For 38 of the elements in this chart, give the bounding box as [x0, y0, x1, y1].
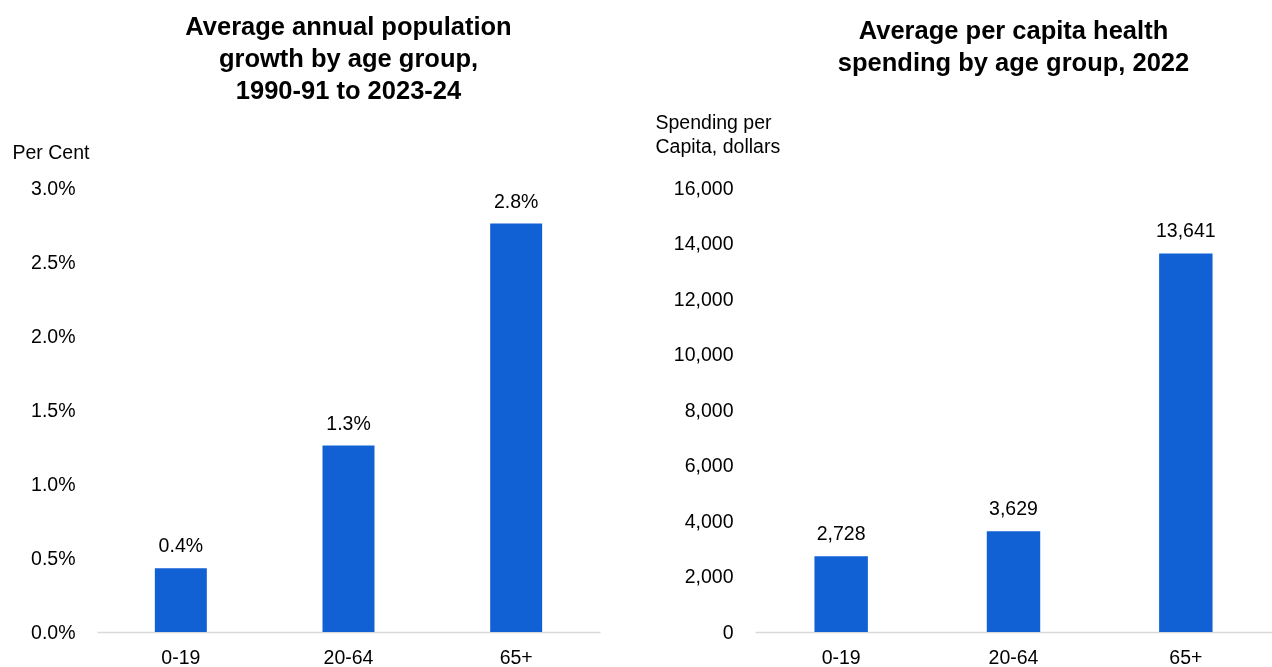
- data-label: 3,629: [989, 497, 1038, 520]
- y-tick-label: 4,000: [684, 509, 734, 532]
- y-tick-label: 6,000: [684, 454, 734, 476]
- y-tick-label: 0.0%: [31, 620, 76, 643]
- x-tick-label: 0-19: [821, 645, 861, 667]
- bar: [490, 223, 543, 632]
- y-tick-label: 2.0%: [31, 324, 76, 347]
- data-label: 13,641: [1156, 219, 1216, 242]
- y-tick-label: 0.5%: [31, 546, 76, 569]
- chart-title: Average per capita health spending by age group, 2022: [837, 15, 1190, 76]
- y-tick-label: 16,000: [673, 176, 734, 199]
- data-label: 0.4%: [158, 534, 204, 557]
- chart-title: Average annual population growth by age group, 1990-91 to 2023-24: [185, 11, 512, 104]
- bar: [814, 556, 868, 632]
- y-tick-label: 12,000: [673, 287, 734, 310]
- x-tick-label: 65+: [499, 645, 533, 667]
- x-tick-label: 20-64: [323, 645, 374, 667]
- data-label: 2,728: [816, 522, 866, 545]
- y-tick-label: 1.5%: [31, 398, 76, 421]
- y-tick-label: 2,000: [684, 565, 734, 587]
- x-tick-label: 0-19: [161, 645, 201, 667]
- y-tick-label: 14,000: [673, 232, 734, 254]
- y-tick-label: 1.0%: [31, 472, 76, 495]
- y-tick-label: 10,000: [673, 343, 734, 365]
- y-tick-label: 0: [722, 620, 734, 643]
- y-tick-label: 2.5%: [31, 250, 76, 273]
- x-tick-label: 20-64: [988, 645, 1039, 667]
- y-axis-title: Spending per Capita, dollars: [655, 110, 781, 157]
- x-tick-label: 65+: [1169, 645, 1203, 667]
- y-tick-label: 3.0%: [31, 176, 76, 199]
- bar: [1159, 253, 1213, 632]
- data-label: 1.3%: [326, 411, 371, 434]
- bar: [986, 531, 1041, 632]
- y-axis-title: Per Cent: [12, 140, 91, 163]
- data-label: 2.8%: [493, 189, 539, 212]
- bar: [322, 445, 375, 632]
- bar: [154, 568, 207, 632]
- y-tick-label: 8,000: [684, 398, 734, 421]
